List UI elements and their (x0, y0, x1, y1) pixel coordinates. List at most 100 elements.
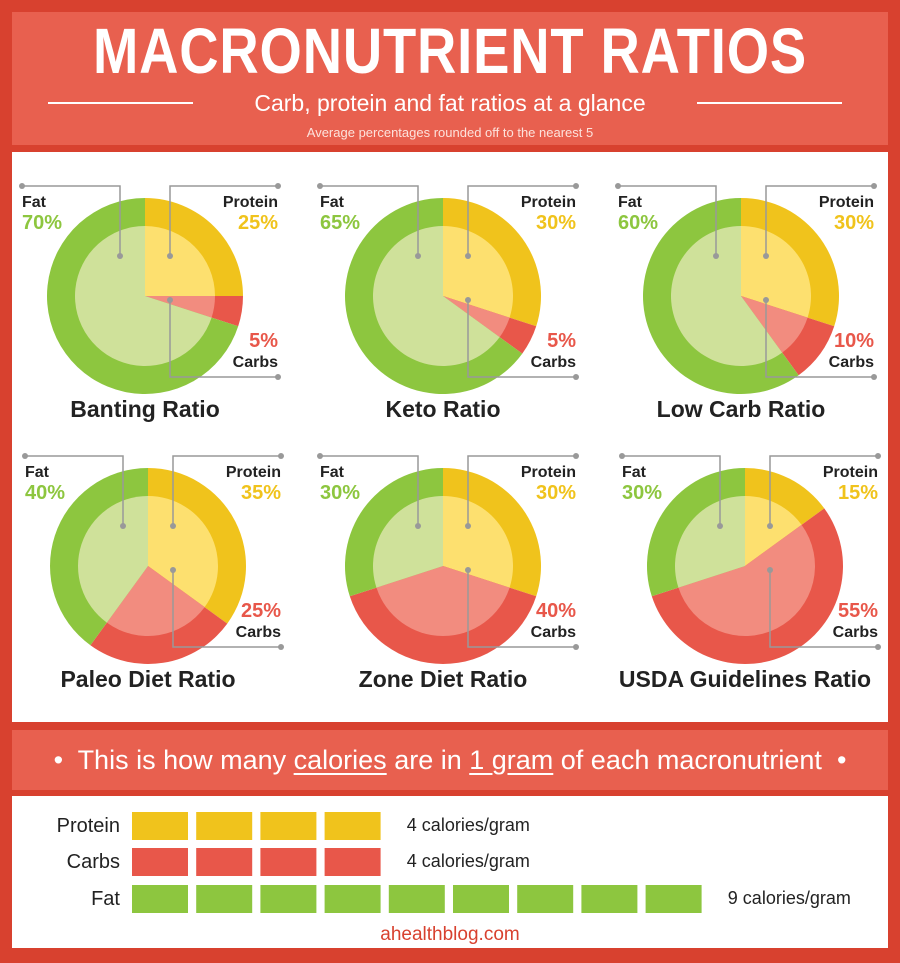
leader-dot (317, 183, 323, 189)
row-label: Protein (56, 815, 120, 837)
calorie-block (132, 812, 188, 840)
protein-label: Protein (520, 194, 576, 211)
leader-line-protein (467, 185, 576, 256)
leader-line-fat (25, 455, 124, 526)
leader-dot (415, 523, 421, 529)
fat-label: Fat (22, 194, 46, 211)
protein-percent: 25% (237, 212, 278, 234)
leader-dot (871, 374, 877, 380)
leader-dot (170, 567, 176, 573)
calorie-block (324, 848, 381, 876)
leader-dot (763, 297, 769, 303)
calorie-block (132, 885, 188, 913)
pie-title: Keto Ratio (385, 396, 501, 422)
fat-label: Fat (320, 464, 344, 481)
subtitle: Carb, protein and fat ratios at a glance (254, 90, 646, 116)
leader-dot (573, 374, 579, 380)
leader-dot (465, 523, 471, 529)
leader-line-carbs (169, 300, 278, 378)
pie-slice-inner-carbs (106, 566, 205, 636)
leader-dot (763, 253, 769, 259)
leader-dot (573, 183, 579, 189)
protein-percent: 35% (240, 482, 281, 504)
leader-dot (275, 183, 281, 189)
protein-percent: 30% (833, 212, 874, 234)
calorie-block (324, 812, 381, 840)
pie-slice-inner-carbs (145, 296, 215, 318)
carbs-percent: 55% (837, 600, 878, 622)
calorie-block (517, 885, 574, 913)
leader-line-fat (618, 185, 717, 256)
leader-dot (278, 644, 284, 650)
fat-percent: 30% (622, 482, 663, 504)
carbs-label: Carbs (832, 624, 878, 641)
protein-percent: 30% (535, 482, 576, 504)
note: Average percentages rounded off to the n… (306, 125, 594, 140)
pie-title: Paleo Diet Ratio (60, 666, 236, 692)
pie-slice-inner-protein (443, 226, 513, 318)
leader-dot (19, 183, 25, 189)
pie-title: USDA Guidelines Ratio (618, 666, 872, 692)
fat-percent: 40% (25, 482, 66, 504)
calorie-block (260, 848, 317, 876)
calorie-block (196, 885, 253, 913)
pie-slice-inner-carbs (443, 296, 510, 338)
pie-slice-inner-protein (148, 496, 218, 608)
calorie-block (453, 885, 509, 913)
credit: ahealthblog.com (380, 924, 520, 945)
leader-dot (767, 567, 773, 573)
leader-line-fat (320, 455, 419, 526)
leader-dot (415, 253, 421, 259)
leader-dot (875, 644, 881, 650)
header-banner (12, 12, 888, 145)
leader-line-carbs (467, 570, 576, 648)
calorie-block (645, 885, 702, 913)
leader-dot (875, 453, 881, 459)
carbs-percent: 40% (535, 600, 576, 622)
leader-dot (465, 253, 471, 259)
protein-label: Protein (822, 464, 878, 481)
protein-label: Protein (225, 464, 281, 481)
leader-dot (717, 523, 723, 529)
banner-text: of each macronutrient (553, 745, 822, 775)
leader-dot (170, 523, 176, 529)
fat-label: Fat (25, 464, 49, 481)
pie-slice-inner-carbs (678, 524, 815, 636)
pie-slice-inner-fat (78, 496, 148, 623)
calorie-block (260, 812, 317, 840)
pie-slice-inner-protein (741, 226, 811, 318)
fat-percent: 65% (320, 212, 361, 234)
fat-percent: 60% (618, 212, 659, 234)
pie-slice-inner-protein (145, 226, 215, 296)
leader-line-carbs (172, 570, 281, 648)
leader-line-protein (172, 455, 281, 526)
fat-label: Fat (622, 464, 646, 481)
fat-label: Fat (320, 194, 344, 211)
leader-line-fat (622, 455, 721, 526)
fat-label: Fat (618, 194, 642, 211)
leader-dot (615, 183, 621, 189)
carbs-percent: 5% (547, 330, 576, 352)
banner-gram: 1 gram (469, 745, 554, 775)
fat-percent: 70% (22, 212, 63, 234)
fat-percent: 30% (320, 482, 361, 504)
leader-dot (465, 567, 471, 573)
pie-title: Low Carb Ratio (656, 396, 826, 422)
calorie-label: 9 calories/gram (727, 888, 851, 908)
leader-dot (22, 453, 28, 459)
leader-dot (573, 644, 579, 650)
leader-line-carbs (769, 570, 878, 648)
protein-label: Protein (520, 464, 576, 481)
leader-dot (117, 253, 123, 259)
calorie-block (132, 848, 188, 876)
divider (48, 102, 193, 104)
pie-slice-inner-protein (443, 496, 513, 588)
leader-line-fat (22, 185, 121, 256)
carbs-label: Carbs (530, 354, 576, 371)
leader-dot (465, 297, 471, 303)
leader-dot (120, 523, 126, 529)
protein-percent: 30% (535, 212, 576, 234)
leader-dot (275, 374, 281, 380)
leader-dot (713, 253, 719, 259)
